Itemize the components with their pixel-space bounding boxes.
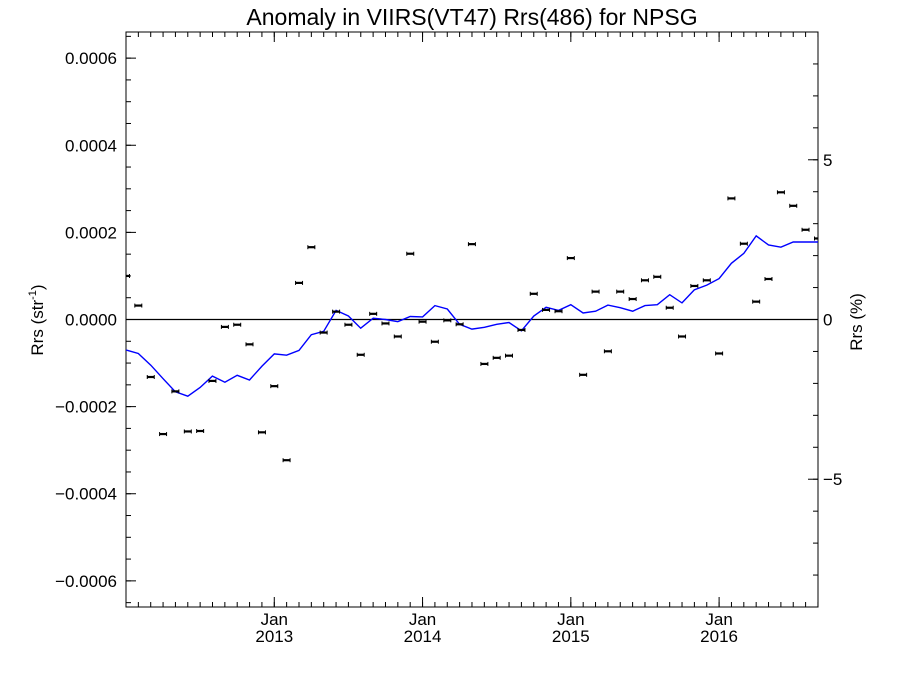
data-point	[542, 307, 551, 312]
data-point	[344, 322, 353, 327]
data-point	[233, 322, 242, 327]
data-point	[356, 352, 365, 357]
left-tick-label: −0.0004	[55, 485, 117, 504]
data-point	[727, 196, 736, 201]
data-point	[443, 318, 452, 323]
data-point	[776, 190, 785, 195]
x-tick-label-year: 2013	[255, 627, 293, 646]
data-point	[146, 375, 155, 379]
data-point	[307, 245, 316, 250]
data-point	[430, 339, 439, 344]
left-tick-label: 0.0006	[65, 49, 117, 68]
x-tick-label-year: 2015	[552, 627, 590, 646]
data-point	[715, 351, 724, 356]
data-point	[640, 278, 649, 283]
x-tick-label-month: Jan	[261, 610, 288, 629]
data-point	[257, 430, 266, 435]
data-point	[764, 276, 773, 281]
chart-title: Anomaly in VIIRS(VT47) Rrs(486) for NPSG	[246, 4, 697, 30]
left-tick-label: 0.0004	[65, 136, 117, 155]
data-point	[196, 429, 205, 434]
data-point	[492, 355, 501, 360]
trend-line	[125, 234, 818, 397]
data-point	[517, 327, 526, 332]
data-point	[455, 322, 464, 327]
data-point	[603, 349, 612, 354]
data-point	[369, 311, 378, 316]
data-point	[171, 389, 180, 394]
data-point	[628, 297, 637, 302]
data-point	[208, 378, 217, 383]
data-point	[554, 309, 563, 314]
data-point	[702, 278, 711, 283]
data-point	[616, 289, 625, 294]
data-point	[220, 324, 229, 329]
x-tick-label-month: Jan	[409, 610, 436, 629]
right-tick-label: −5	[823, 470, 842, 489]
anomaly-points	[126, 190, 818, 463]
data-point	[381, 321, 390, 326]
data-point	[393, 334, 402, 339]
data-point	[678, 334, 687, 339]
data-point	[789, 203, 798, 208]
right-y-axis: 5 0 −5	[808, 151, 842, 489]
data-point	[295, 280, 304, 285]
data-point	[183, 429, 192, 434]
x-tick-label-year: 2016	[700, 627, 738, 646]
x-tick-label-year: 2014	[404, 627, 442, 646]
data-point	[319, 330, 328, 335]
right-tick-label: 0	[823, 311, 832, 330]
data-point	[739, 241, 748, 246]
data-point	[653, 274, 662, 279]
left-tick-label: 0.0000	[65, 311, 117, 330]
data-point	[134, 303, 143, 308]
data-point	[332, 309, 341, 314]
data-point	[159, 432, 168, 437]
x-tick-label-month: Jan	[705, 610, 732, 629]
data-point	[529, 291, 538, 296]
data-point	[418, 319, 427, 324]
data-point	[282, 458, 291, 463]
left-y-axis: 0.0006 0.0004 0.0002 0.0000 −0.0002 −0.0004 −0…	[55, 49, 136, 591]
data-point	[126, 273, 130, 278]
left-tick-label: −0.0006	[55, 572, 117, 591]
data-point	[566, 256, 575, 261]
right-tick-label: 5	[823, 151, 832, 170]
data-point	[801, 227, 810, 232]
data-point	[467, 242, 476, 247]
data-point	[406, 251, 415, 256]
data-point	[814, 236, 818, 241]
right-y-axis-label: Rrs (%)	[847, 293, 866, 351]
left-tick-label: −0.0002	[55, 398, 117, 417]
data-point	[579, 372, 588, 377]
x-tick-label-month: Jan	[557, 610, 584, 629]
data-point	[752, 299, 761, 304]
data-point	[480, 361, 489, 366]
data-point	[504, 353, 513, 358]
data-point	[690, 283, 699, 288]
left-y-axis-label: Rrs (str-1)	[27, 284, 47, 355]
data-point	[665, 305, 674, 310]
data-point	[270, 384, 279, 389]
data-point	[245, 342, 254, 347]
left-tick-label: 0.0002	[65, 223, 117, 242]
data-point	[591, 289, 600, 294]
